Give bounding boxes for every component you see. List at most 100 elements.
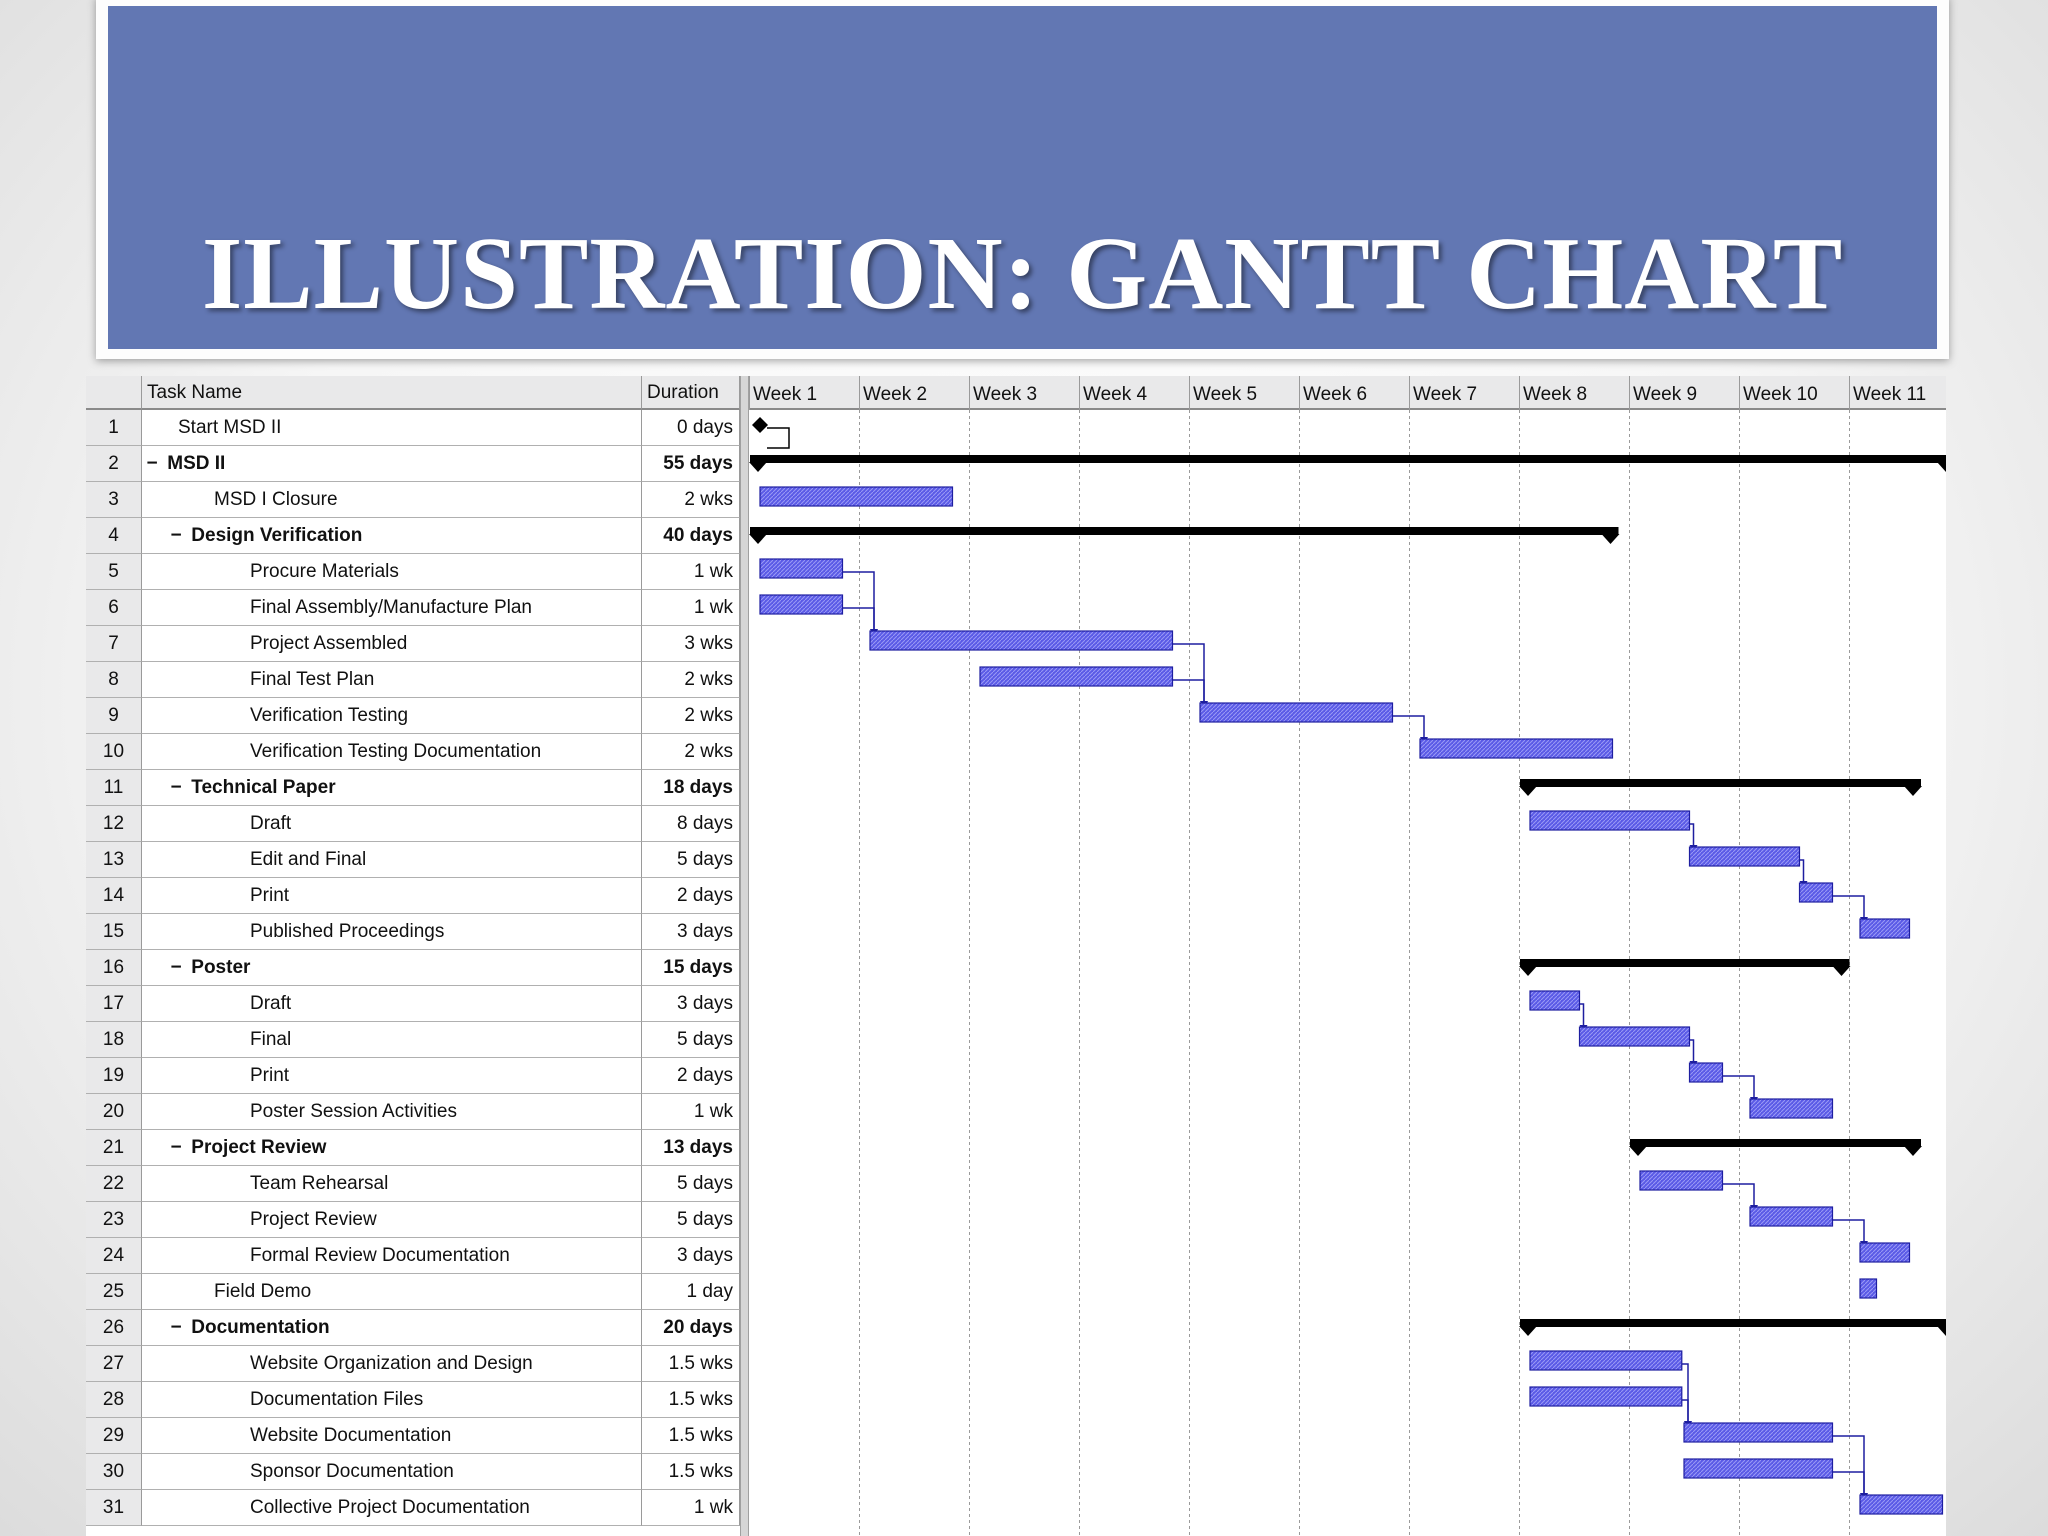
pane-splitter[interactable] <box>740 376 749 1536</box>
collapse-toggle-icon[interactable]: − <box>146 453 158 474</box>
duration-cell[interactable]: 2 wks <box>642 662 740 698</box>
table-row[interactable]: 19 Print 2 days <box>86 1058 740 1094</box>
duration-cell[interactable]: 3 days <box>642 986 740 1022</box>
table-row[interactable]: 16− Poster 15 days <box>86 950 740 986</box>
duration-cell[interactable]: 13 days <box>642 1130 740 1166</box>
table-row[interactable]: 30 Sponsor Documentation 1.5 wks <box>86 1454 740 1490</box>
duration-cell[interactable]: 2 days <box>642 1058 740 1094</box>
collapse-toggle-icon[interactable]: − <box>170 957 182 978</box>
task-name-cell[interactable]: Website Documentation <box>142 1418 642 1454</box>
task-name-cell[interactable]: Final Test Plan <box>142 662 642 698</box>
task-name-cell[interactable]: Sponsor Documentation <box>142 1454 642 1490</box>
task-name-cell[interactable]: MSD I Closure <box>142 482 642 518</box>
table-row[interactable]: 14 Print 2 days <box>86 878 740 914</box>
table-row[interactable]: 13 Edit and Final 5 days <box>86 842 740 878</box>
duration-cell[interactable]: 0 days <box>642 410 740 446</box>
duration-cell[interactable]: 15 days <box>642 950 740 986</box>
task-name-cell[interactable]: Edit and Final <box>142 842 642 878</box>
task-name-cell[interactable]: Website Organization and Design <box>142 1346 642 1382</box>
table-row[interactable]: 24 Formal Review Documentation 3 days <box>86 1238 740 1274</box>
table-row[interactable]: 22 Team Rehearsal 5 days <box>86 1166 740 1202</box>
task-name-cell[interactable]: Start MSD II <box>142 410 642 446</box>
table-row[interactable]: 17 Draft 3 days <box>86 986 740 1022</box>
table-row[interactable]: 25 Field Demo 1 day <box>86 1274 740 1310</box>
task-name-cell[interactable]: Verification Testing <box>142 698 642 734</box>
table-row[interactable]: 2− MSD II 55 days <box>86 446 740 482</box>
task-name-cell[interactable]: − Technical Paper <box>142 770 642 806</box>
table-row[interactable]: 21− Project Review 13 days <box>86 1130 740 1166</box>
task-name-cell[interactable]: Verification Testing Documentation <box>142 734 642 770</box>
table-row[interactable]: 15 Published Proceedings 3 days <box>86 914 740 950</box>
table-row[interactable]: 4− Design Verification 40 days <box>86 518 740 554</box>
table-row[interactable]: 6 Final Assembly/Manufacture Plan 1 wk <box>86 590 740 626</box>
task-name-cell[interactable]: − MSD II <box>142 446 642 482</box>
task-name-cell[interactable]: Draft <box>142 986 642 1022</box>
duration-cell[interactable]: 3 days <box>642 914 740 950</box>
table-row[interactable]: 27 Website Organization and Design 1.5 wks <box>86 1346 740 1382</box>
duration-cell[interactable]: 18 days <box>642 770 740 806</box>
task-name-cell[interactable]: Formal Review Documentation <box>142 1238 642 1274</box>
duration-cell[interactable]: 2 days <box>642 878 740 914</box>
table-row[interactable]: 1 Start MSD II 0 days <box>86 410 740 446</box>
task-name-cell[interactable]: Print <box>142 1058 642 1094</box>
duration-cell[interactable]: 5 days <box>642 842 740 878</box>
duration-cell[interactable]: 3 wks <box>642 626 740 662</box>
duration-cell[interactable]: 2 wks <box>642 698 740 734</box>
duration-cell[interactable]: 40 days <box>642 518 740 554</box>
duration-cell[interactable]: 1.5 wks <box>642 1382 740 1418</box>
duration-cell[interactable]: 1 day <box>642 1274 740 1310</box>
duration-cell[interactable]: 1.5 wks <box>642 1346 740 1382</box>
collapse-toggle-icon[interactable]: − <box>170 777 182 798</box>
table-row[interactable]: 29 Website Documentation 1.5 wks <box>86 1418 740 1454</box>
duration-cell[interactable]: 8 days <box>642 806 740 842</box>
duration-cell[interactable]: 55 days <box>642 446 740 482</box>
table-row[interactable]: 9 Verification Testing 2 wks <box>86 698 740 734</box>
task-name-cell[interactable]: Collective Project Documentation <box>142 1490 642 1526</box>
table-row[interactable]: 10 Verification Testing Documentation 2 wk… <box>86 734 740 770</box>
table-row[interactable]: 11− Technical Paper 18 days <box>86 770 740 806</box>
task-name-cell[interactable]: Poster Session Activities <box>142 1094 642 1130</box>
table-row[interactable]: 5 Procure Materials 1 wk <box>86 554 740 590</box>
task-name-cell[interactable]: − Project Review <box>142 1130 642 1166</box>
table-row[interactable]: 28 Documentation Files 1.5 wks <box>86 1382 740 1418</box>
duration-cell[interactable]: 5 days <box>642 1166 740 1202</box>
table-row[interactable]: 31 Collective Project Documentation 1 wk <box>86 1490 740 1526</box>
duration-cell[interactable]: 1.5 wks <box>642 1454 740 1490</box>
task-name-cell[interactable]: Published Proceedings <box>142 914 642 950</box>
duration-cell[interactable]: 5 days <box>642 1022 740 1058</box>
duration-cell[interactable]: 2 wks <box>642 734 740 770</box>
task-name-cell[interactable]: Print <box>142 878 642 914</box>
table-row[interactable]: 23 Project Review 5 days <box>86 1202 740 1238</box>
task-name-cell[interactable]: Final Assembly/Manufacture Plan <box>142 590 642 626</box>
duration-cell[interactable]: 2 wks <box>642 482 740 518</box>
collapse-toggle-icon[interactable]: − <box>170 1137 182 1158</box>
duration-cell[interactable]: 1.5 wks <box>642 1418 740 1454</box>
task-name-cell[interactable]: − Documentation <box>142 1310 642 1346</box>
duration-cell[interactable]: 1 wk <box>642 1094 740 1130</box>
table-row[interactable]: 20 Poster Session Activities 1 wk <box>86 1094 740 1130</box>
duration-cell[interactable]: 3 days <box>642 1238 740 1274</box>
task-name-cell[interactable]: Procure Materials <box>142 554 642 590</box>
table-row[interactable]: 8 Final Test Plan 2 wks <box>86 662 740 698</box>
task-name-cell[interactable]: Project Assembled <box>142 626 642 662</box>
table-row[interactable]: 26− Documentation 20 days <box>86 1310 740 1346</box>
task-name-cell[interactable]: Field Demo <box>142 1274 642 1310</box>
task-name-cell[interactable]: Team Rehearsal <box>142 1166 642 1202</box>
table-row[interactable]: 7 Project Assembled 3 wks <box>86 626 740 662</box>
task-name-cell[interactable]: − Poster <box>142 950 642 986</box>
collapse-toggle-icon[interactable]: − <box>170 525 182 546</box>
duration-cell[interactable]: 1 wk <box>642 590 740 626</box>
table-row[interactable]: 12 Draft 8 days <box>86 806 740 842</box>
task-name-cell[interactable]: − Design Verification <box>142 518 642 554</box>
task-name-cell[interactable]: Final <box>142 1022 642 1058</box>
duration-column-header[interactable]: Duration <box>642 376 740 410</box>
task-name-cell[interactable]: Draft <box>142 806 642 842</box>
table-row[interactable]: 3 MSD I Closure 2 wks <box>86 482 740 518</box>
duration-cell[interactable]: 1 wk <box>642 1490 740 1526</box>
collapse-toggle-icon[interactable]: − <box>170 1317 182 1338</box>
id-column-header[interactable] <box>86 376 142 410</box>
table-row[interactable]: 18 Final 5 days <box>86 1022 740 1058</box>
task-name-cell[interactable]: Documentation Files <box>142 1382 642 1418</box>
duration-cell[interactable]: 1 wk <box>642 554 740 590</box>
duration-cell[interactable]: 20 days <box>642 1310 740 1346</box>
